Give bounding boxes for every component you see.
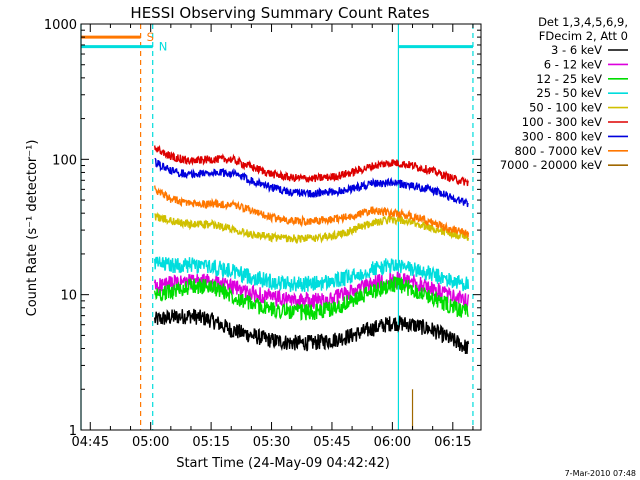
plot-frame <box>80 23 482 431</box>
footer-timestamp: 7-Mar-2010 07:48 <box>565 469 636 478</box>
x-tick-label-1: 04:45 <box>72 435 109 450</box>
legend-header-line-1: Det 1,3,4,5,6,9, <box>538 15 628 29</box>
y-tick-label-4: 1000 <box>44 18 77 33</box>
chart-title: HESSI Observing Summary Count Rates <box>130 4 429 22</box>
legend-label-6: 100 - 300 keV <box>522 115 602 129</box>
y-tick-label-3: 100 <box>52 153 77 168</box>
legend-label-3: 12 - 25 keV <box>536 72 602 86</box>
legend-label-5: 50 - 100 keV <box>529 101 602 115</box>
night-bar-label-2: N <box>159 40 168 54</box>
series-4-line <box>154 256 470 292</box>
x-axis-label: Start Time (24-May-09 04:42:42) <box>176 456 390 471</box>
x-tick-label-7: 06:15 <box>434 435 471 450</box>
legend-label-4: 25 - 50 keV <box>536 86 602 100</box>
plot-area: SN <box>80 24 474 430</box>
legend-label-9: 7000 - 20000 keV <box>500 158 602 172</box>
series-1-line <box>154 308 470 355</box>
series-3-line <box>154 276 469 321</box>
x-tick-label-3: 05:15 <box>192 435 229 450</box>
y-tick-label-1: 1 <box>69 424 77 439</box>
legend-label-1: 3 - 6 keV <box>551 43 602 57</box>
axes: 04:45 05:00 05:15 05:30 05:45 06:00 06:15 1 10 10… <box>44 18 482 450</box>
series-6-line <box>154 144 470 187</box>
legend-label-2: 6 - 12 keV <box>544 57 602 71</box>
x-tick-label-6: 06:00 <box>374 435 411 450</box>
x-tick-label-5: 05:45 <box>313 435 350 450</box>
x-tick-label-4: 05:30 <box>253 435 290 450</box>
series-7-line <box>154 157 469 208</box>
legend: Det 1,3,4,5,6,9, FDecim 2, Att 0 3 - 6 k… <box>500 15 628 172</box>
x-tick-label-2: 05:00 <box>132 435 169 450</box>
legend-label-8: 800 - 7000 keV <box>514 144 602 158</box>
y-axis-label: Count Rate (s⁻¹ detector⁻¹) <box>25 140 40 317</box>
series-5-line <box>154 211 470 245</box>
series-8-line <box>154 185 470 238</box>
legend-label-7: 300 - 800 keV <box>522 129 602 143</box>
saa-bar-label-1: S <box>147 30 154 44</box>
legend-header-line-2: FDecim 2, Att 0 <box>539 29 628 43</box>
y-tick-label-2: 10 <box>60 289 77 304</box>
